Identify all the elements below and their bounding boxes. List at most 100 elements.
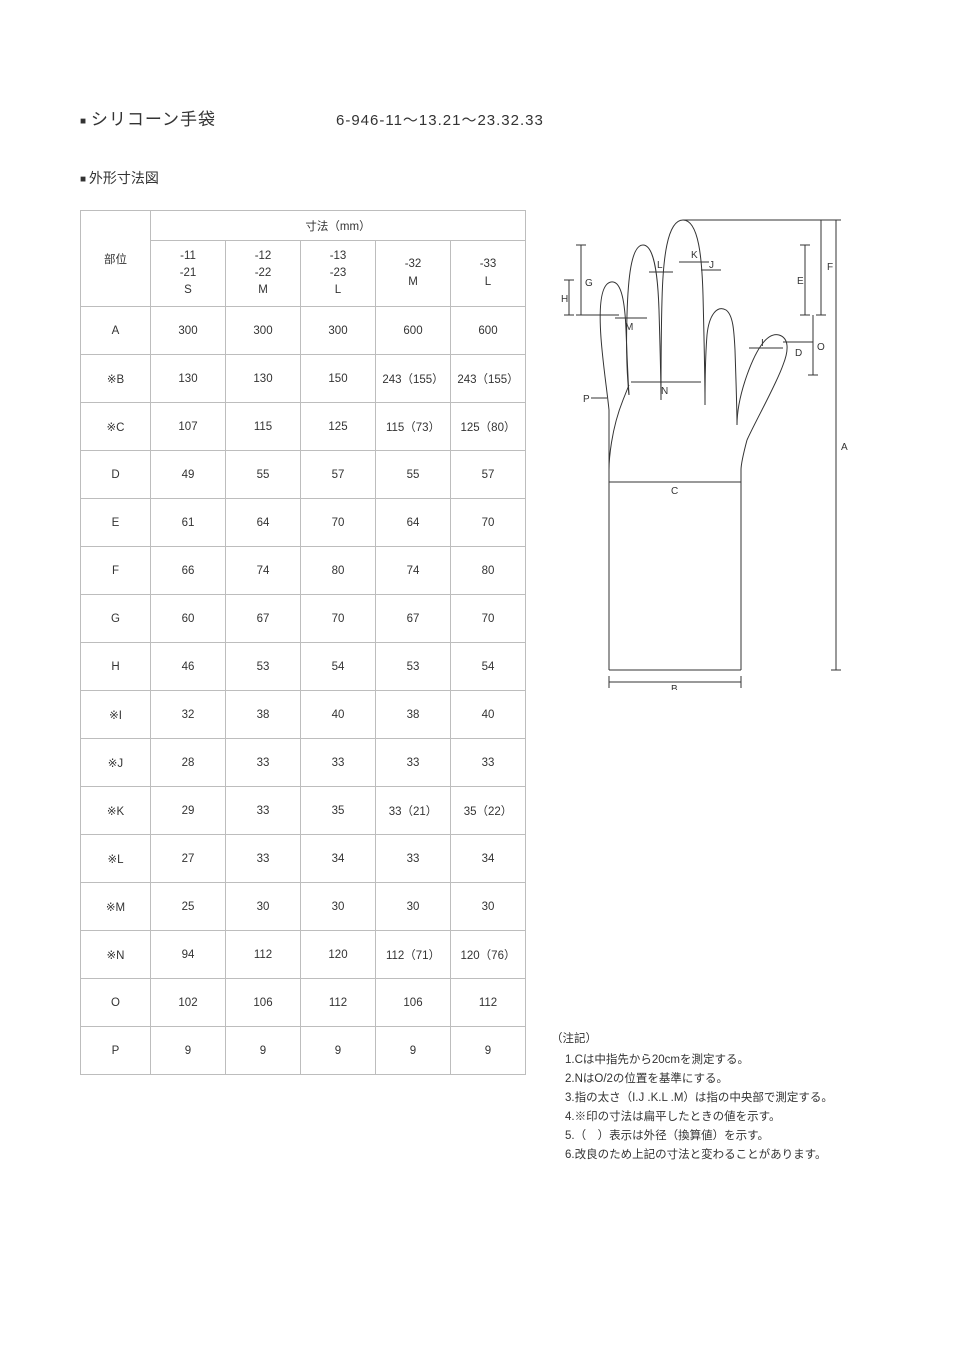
th-part: 部位 bbox=[81, 211, 151, 307]
row-label: ※B bbox=[81, 355, 151, 403]
table-row: H4653545354 bbox=[81, 643, 526, 691]
label-G: G bbox=[585, 278, 593, 289]
cell: 57 bbox=[301, 451, 376, 499]
row-label: ※L bbox=[81, 835, 151, 883]
th-size: -11-21S bbox=[151, 241, 226, 307]
cell: 94 bbox=[151, 931, 226, 979]
cell: 33 bbox=[226, 835, 301, 883]
cell: 55 bbox=[226, 451, 301, 499]
table-column: 部位寸法（mm）-11-21S-12-22M-13-23L-32M-33L A3… bbox=[80, 210, 526, 1075]
cell: 35（22） bbox=[451, 787, 526, 835]
cell: 70 bbox=[451, 499, 526, 547]
cell: 53 bbox=[226, 643, 301, 691]
label-M: M bbox=[625, 322, 633, 333]
cell: 32 bbox=[151, 691, 226, 739]
cell: 55 bbox=[376, 451, 451, 499]
label-C: C bbox=[671, 486, 678, 497]
table-row: ※B130130150243（155）243（155） bbox=[81, 355, 526, 403]
cell: 33 bbox=[376, 739, 451, 787]
cell: 70 bbox=[451, 595, 526, 643]
row-label: D bbox=[81, 451, 151, 499]
label-E: E bbox=[797, 276, 804, 287]
cell: 150 bbox=[301, 355, 376, 403]
cell: 49 bbox=[151, 451, 226, 499]
page-title: シリコーン手袋 bbox=[80, 105, 216, 130]
cell: 125（80） bbox=[451, 403, 526, 451]
cell: 54 bbox=[301, 643, 376, 691]
table-row: P99999 bbox=[81, 1027, 526, 1075]
table-row: ※K29333533（21）35（22） bbox=[81, 787, 526, 835]
cell: 33 bbox=[376, 835, 451, 883]
cell: 115 bbox=[226, 403, 301, 451]
cell: 33 bbox=[226, 787, 301, 835]
cell: 67 bbox=[226, 595, 301, 643]
dimension-table: 部位寸法（mm）-11-21S-12-22M-13-23L-32M-33L A3… bbox=[80, 210, 526, 1075]
cell: 130 bbox=[151, 355, 226, 403]
cell: 112 bbox=[301, 979, 376, 1027]
cell: 33 bbox=[301, 739, 376, 787]
label-A: A bbox=[841, 442, 848, 453]
label-B: B bbox=[671, 684, 678, 690]
th-dimensions: 寸法（mm） bbox=[151, 211, 526, 241]
row-label: F bbox=[81, 547, 151, 595]
cell: 35 bbox=[301, 787, 376, 835]
cell: 300 bbox=[151, 307, 226, 355]
row-label: P bbox=[81, 1027, 151, 1075]
cell: 125 bbox=[301, 403, 376, 451]
cell: 80 bbox=[451, 547, 526, 595]
cell: 34 bbox=[451, 835, 526, 883]
cell: 64 bbox=[376, 499, 451, 547]
cell: 112 bbox=[451, 979, 526, 1027]
cell: 30 bbox=[376, 883, 451, 931]
cell: 40 bbox=[301, 691, 376, 739]
th-size: -32M bbox=[376, 241, 451, 307]
notes: （注記） 1.Cは中指先から20cmを測定する。2.NはO/2の位置を基準にする… bbox=[551, 1030, 880, 1165]
table-row: E6164706470 bbox=[81, 499, 526, 547]
table-row: ※C107115125115（73）125（80） bbox=[81, 403, 526, 451]
glove-svg: A F E O D I G H P C B K J L M N bbox=[551, 210, 851, 690]
row-label: O bbox=[81, 979, 151, 1027]
label-O: O bbox=[817, 342, 825, 353]
th-size: -12-22M bbox=[226, 241, 301, 307]
row-label: ※J bbox=[81, 739, 151, 787]
cell: 600 bbox=[451, 307, 526, 355]
cell: 30 bbox=[226, 883, 301, 931]
row-label: ※M bbox=[81, 883, 151, 931]
cell: 9 bbox=[226, 1027, 301, 1075]
row-label: H bbox=[81, 643, 151, 691]
cell: 130 bbox=[226, 355, 301, 403]
label-J: J bbox=[709, 260, 714, 271]
cell: 9 bbox=[451, 1027, 526, 1075]
table-row: F6674807480 bbox=[81, 547, 526, 595]
cell: 243（155） bbox=[376, 355, 451, 403]
cell: 9 bbox=[301, 1027, 376, 1075]
th-size: -33L bbox=[451, 241, 526, 307]
cell: 33 bbox=[451, 739, 526, 787]
cell: 120 bbox=[301, 931, 376, 979]
product-code: 6-946-11～13.21～23.32.33 bbox=[336, 109, 544, 130]
table-row: A300300300600600 bbox=[81, 307, 526, 355]
cell: 28 bbox=[151, 739, 226, 787]
cell: 38 bbox=[226, 691, 301, 739]
note-item: 6.改良のため上記の寸法と変わることがあります。 bbox=[565, 1146, 880, 1165]
cell: 112 bbox=[226, 931, 301, 979]
label-P: P bbox=[583, 394, 590, 405]
cell: 300 bbox=[226, 307, 301, 355]
cell: 107 bbox=[151, 403, 226, 451]
cell: 80 bbox=[301, 547, 376, 595]
table-row: ※J2833333333 bbox=[81, 739, 526, 787]
cell: 106 bbox=[376, 979, 451, 1027]
cell: 38 bbox=[376, 691, 451, 739]
subtitle: 外形寸法図 bbox=[80, 168, 880, 188]
table-row: D4955575557 bbox=[81, 451, 526, 499]
table-row: ※M2530303030 bbox=[81, 883, 526, 931]
header: シリコーン手袋 6-946-11～13.21～23.32.33 bbox=[80, 105, 880, 130]
content: 部位寸法（mm）-11-21S-12-22M-13-23L-32M-33L A3… bbox=[80, 210, 880, 1165]
label-N: N bbox=[661, 386, 668, 397]
note-item: 1.Cは中指先から20cmを測定する。 bbox=[565, 1051, 880, 1070]
cell: 30 bbox=[451, 883, 526, 931]
cell: 74 bbox=[226, 547, 301, 595]
table-row: G6067706770 bbox=[81, 595, 526, 643]
table-body: A300300300600600※B130130150243（155）243（1… bbox=[81, 307, 526, 1075]
cell: 9 bbox=[151, 1027, 226, 1075]
